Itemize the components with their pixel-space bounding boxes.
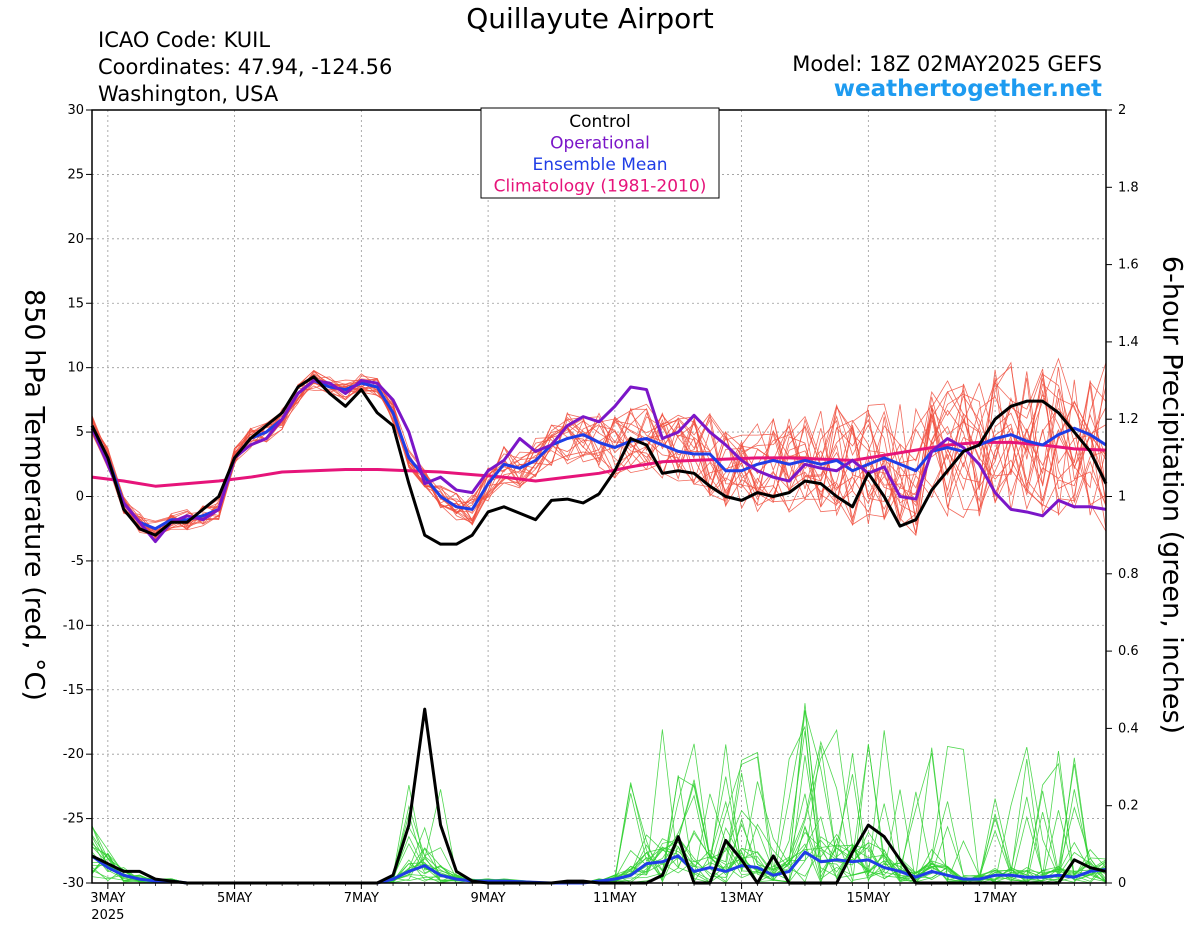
precip-member-line [91,730,1107,884]
temp-member-line [91,361,1107,538]
y-tick-label: -5 [71,554,84,569]
y-tick-label: -10 [63,618,84,633]
y2-tick-label: 1.8 [1118,180,1139,195]
precip-member-line [91,703,1107,884]
model-run: Model: 18Z 02MAY2025 GEFS [792,52,1102,76]
y2-tick-label: 1.2 [1118,412,1139,427]
y-tick-label: -25 [63,812,84,827]
coordinates: Coordinates: 47.94, -124.56 [98,55,393,79]
x-tick-year: 2025 [91,908,124,923]
ensemble-members [91,357,1107,884]
precip-member-line [91,745,1107,884]
temp-mean-line [90,379,1107,531]
legend-climatology: Climatology (1981-2010) [494,177,707,197]
x-tick-label: 7MAY [344,891,379,906]
temp-member-line [91,378,1107,531]
y2-tick-label: 1 [1118,490,1126,505]
y-tick-label: 25 [67,167,84,182]
grid [92,110,1106,883]
precip-member-line [91,710,1107,884]
temp-control-line [90,375,1108,546]
precip-member-line [91,729,1107,884]
x-tick-label: 11MAY [593,891,637,906]
precip-member-line [91,745,1107,884]
y-tick-label: -20 [63,747,84,762]
y-tick-label: 20 [67,232,84,247]
y-tick-label: -15 [63,683,84,698]
y2-tick-label: 2 [1118,103,1126,118]
legend-ensemble-mean: Ensemble Mean [532,155,667,175]
x-tick-label: 5MAY [217,891,252,906]
legend-operational: Operational [550,134,650,154]
site-link[interactable]: weathertogether.net [833,76,1102,102]
y2-tick-label: 0.6 [1118,644,1139,659]
y2-tick-label: 0 [1118,876,1126,891]
precip-control-line [91,707,1107,885]
y2-tick-label: 0.4 [1118,721,1139,736]
precip-mean-line [91,850,1107,885]
x-tick-label: 15MAY [847,891,891,906]
chart-title: Quillayute Airport [466,2,714,35]
precip-member-line [91,752,1107,884]
precip-member-line [91,725,1107,884]
y-tick-label: -30 [63,876,84,891]
y-tick-label: 30 [67,103,84,118]
precip-member-line [91,710,1107,884]
precip-member-line [91,740,1107,884]
y2-tick-label: 0.2 [1118,799,1139,814]
y-tick-label: 5 [76,425,84,440]
temp-operational-line [90,379,1107,544]
x-tick-label: 3MAY [90,891,125,906]
x-tick-label: 13MAY [720,891,764,906]
y2-tick-label: 1.6 [1118,258,1139,273]
y2-tick-label: 1.4 [1118,335,1139,350]
y-tick-label: 0 [76,490,84,505]
temp-member-line [91,367,1107,534]
precip-member-line [91,774,1107,884]
x-tick-label: 17MAY [973,891,1017,906]
x-tick-label: 9MAY [470,891,505,906]
precip-member-line [91,751,1107,884]
legend-control: Control [569,112,630,132]
y2-tick-label: 0.8 [1118,567,1139,582]
axis-ticks: 302520151050-5-10-15-20-25-3021.81.61.41… [63,103,1139,923]
precip-member-line [91,745,1107,884]
region: Washington, USA [98,82,279,106]
legend-box [480,107,720,199]
icao-code: ICAO Code: KUIL [98,28,271,52]
precip-member-line [91,728,1107,884]
precip-member-line [91,775,1107,884]
precip-member-line [91,744,1107,884]
y-tick-label: 10 [67,361,84,376]
y-tick-label: 15 [67,296,84,311]
